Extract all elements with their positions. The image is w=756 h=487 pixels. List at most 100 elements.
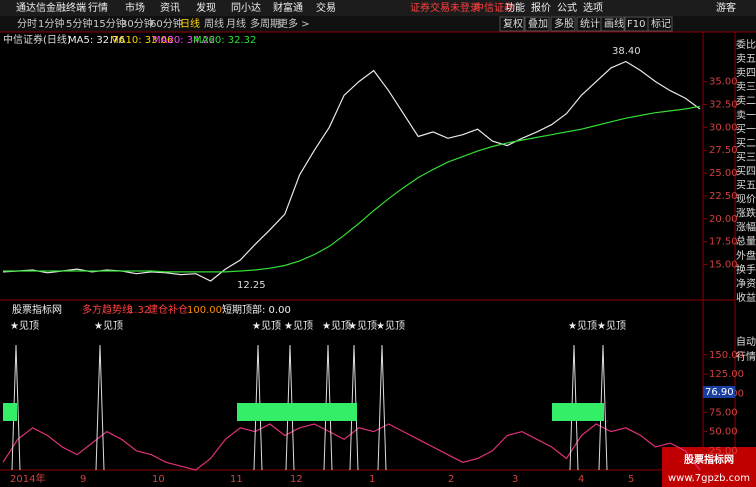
series-line [2, 60, 701, 282]
x-tick-label: 4 [578, 474, 584, 485]
x-tick-label: 1 [369, 474, 375, 485]
period-button[interactable]: 1分钟 [38, 17, 64, 30]
menu-item[interactable]: 发现 [196, 1, 216, 14]
period-button[interactable]: 更多 > [278, 17, 310, 30]
ma-legend: MA60: 32.32 [193, 35, 256, 46]
ma-legend: MA5: 32.76 [68, 35, 125, 46]
y-tick-label: 25.00 [709, 446, 738, 457]
quote-field: 买一 [736, 123, 756, 135]
y-tick-label: 35.00 [709, 77, 738, 88]
signal-label: ★见顶 [376, 320, 405, 332]
period-button[interactable]: 周线 [204, 17, 224, 30]
signal-label: ★见顶 [597, 320, 626, 332]
signal-label: ★见顶 [10, 320, 39, 332]
period-button[interactable]: 5分钟 [66, 17, 92, 30]
menu-item[interactable]: 公式 [557, 1, 577, 14]
signal-spike [95, 344, 105, 471]
signal-block [3, 403, 17, 421]
period-button[interactable]: 多周期 [250, 17, 280, 30]
signal-label: ★见顶 [252, 320, 281, 332]
signal-label: ★见顶 [322, 320, 351, 332]
menu-item[interactable]: 选项 [583, 1, 603, 14]
menu-item[interactable]: 报价 [531, 1, 551, 14]
quote-field: 外盘 [736, 249, 756, 262]
y-tick-label: 50.00 [709, 427, 738, 438]
tool-button[interactable] [647, 16, 673, 32]
y-tick-label: 25.00 [709, 168, 738, 179]
user[interactable]: 游客 [716, 1, 736, 14]
indicator-legend: 100.00 [187, 305, 222, 316]
tool-button-label[interactable]: 复权 [503, 17, 523, 30]
quote-field: 换手 [736, 263, 756, 276]
x-tick-label: 10 [152, 474, 165, 485]
side-button[interactable]: 行情 [736, 350, 756, 363]
x-tick-label: 2 [448, 474, 454, 485]
signal-spike [253, 344, 263, 471]
quote-field: 总量 [736, 235, 756, 248]
tool-button-label[interactable]: 标记 [651, 18, 671, 30]
watermark-box [662, 447, 756, 487]
tool-button[interactable] [600, 16, 626, 32]
indicator-legend: 建仓补仓 [148, 303, 188, 316]
current-value: 76.90 [705, 387, 734, 398]
y-tick-label: 125.00 [709, 369, 744, 380]
period-button[interactable]: 60分钟 [150, 17, 183, 30]
tool-button-label[interactable]: F10 [627, 19, 645, 30]
indicator-legend: 多方趋势线 [82, 303, 132, 316]
y-tick-label: 75.00 [709, 407, 738, 418]
quote-field: 涨幅 [736, 221, 756, 234]
quote-field: 净资 [736, 277, 756, 290]
period-button[interactable]: 分时 [17, 18, 37, 30]
period-button[interactable]: 月线 [226, 17, 246, 30]
signal-block [275, 403, 357, 421]
signal-spike [598, 344, 608, 471]
period-button[interactable]: 15分钟 [93, 17, 126, 30]
menu-item[interactable]: 财富通 [273, 1, 303, 14]
menu-item[interactable]: 同小达 [231, 2, 261, 14]
period-button[interactable]: 30分钟 [121, 17, 154, 30]
watermark-title: 股票指标网 [684, 453, 734, 466]
signal-spike [349, 344, 359, 471]
y-tick-label: 32.50 [709, 99, 738, 110]
menu-item[interactable]: 行情 [88, 1, 108, 14]
x-tick-label: 3 [512, 474, 518, 485]
watermark-url: www.7gpzb.com [668, 473, 750, 484]
signal-spike [377, 344, 387, 471]
tool-button-label[interactable]: 多股 [554, 17, 574, 30]
period-button[interactable]: 日线 [180, 17, 200, 30]
x-tick-label: 11 [230, 474, 243, 485]
ma-legend: MA10: 33.06 [110, 35, 173, 46]
signal-spike [285, 344, 295, 471]
tool-button-label[interactable]: 叠加 [528, 18, 548, 30]
y-tick-label: 30.00 [709, 122, 738, 133]
quote-field: 买四 [736, 165, 756, 177]
quote-field: 收益 [736, 291, 756, 304]
x-tick-label: 6 [688, 474, 694, 485]
side-button[interactable]: 自动 [736, 335, 756, 348]
menu-item[interactable]: 功能 [505, 1, 525, 14]
signal-label: ★见顶 [568, 320, 597, 332]
tool-button[interactable] [524, 16, 550, 32]
chart-title: 中信证券(日线) [3, 33, 71, 46]
y-tick-label: 20.00 [709, 214, 738, 225]
menu-item[interactable]: 市场 [125, 1, 145, 14]
app-name: 通达信金融终端 [16, 1, 86, 14]
quote-field: 委比 [736, 38, 756, 51]
tool-button-label[interactable]: 画线 [604, 17, 624, 30]
tool-button[interactable] [550, 16, 576, 32]
login-status[interactable]: 证券交易未登录 [410, 1, 480, 14]
tool-button[interactable] [499, 16, 525, 32]
menu-item[interactable]: 资讯 [160, 2, 180, 14]
ma-legend: MA20: 34.22 [152, 35, 215, 46]
quote-field: 买五 [736, 180, 756, 192]
signal-block [552, 403, 604, 421]
menu-item[interactable]: 交易 [316, 1, 336, 14]
y-tick-label: 17.50 [709, 237, 738, 248]
y-tick-label: 15.00 [709, 260, 738, 271]
toolbar [0, 16, 756, 32]
quote-field: 卖四 [736, 67, 756, 79]
tool-button-label[interactable]: 统计 [580, 17, 600, 30]
quote-field: 卖一 [736, 109, 756, 121]
quote-field: 买三 [736, 151, 756, 163]
y-tick-label: 27.50 [709, 145, 738, 156]
